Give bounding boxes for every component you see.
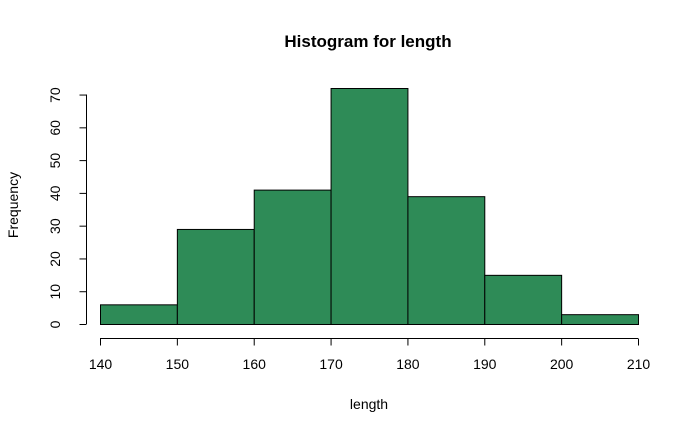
histogram-bar-180-190: [407, 196, 486, 326]
histogram-bar-160-170: [253, 189, 332, 325]
x-tick-label: 160: [243, 356, 267, 372]
x-tick-label: 170: [319, 356, 343, 372]
x-axis-label: length: [350, 396, 388, 412]
x-tick-label: 150: [166, 356, 190, 372]
y-tick-label: 50: [47, 153, 63, 169]
x-tick-label: 210: [627, 356, 651, 372]
x-axis: 140 150 160 170 180 190 200 210: [89, 338, 651, 372]
x-tick-label: 140: [89, 356, 113, 372]
histogram-bar-170-180: [330, 88, 409, 325]
histogram-bar-200-210: [561, 314, 640, 325]
histogram-bar-190-200: [484, 274, 563, 326]
y-axis-label: Frequency: [5, 172, 21, 238]
x-tick-label: 190: [473, 356, 497, 372]
y-tick-label: 0: [47, 320, 63, 328]
histogram-bar-140-150: [100, 304, 178, 326]
y-tick-label: 20: [47, 251, 63, 267]
bars-group: [100, 88, 640, 326]
y-tick-label: 60: [47, 120, 63, 136]
y-axis: 0 10 20 30 40 50 60 70: [47, 87, 87, 328]
y-tick-label: 30: [47, 218, 63, 234]
x-tick-label: 200: [550, 356, 574, 372]
y-tick-label: 70: [47, 87, 63, 103]
x-tick-label: 180: [396, 356, 420, 372]
y-tick-label: 40: [47, 185, 63, 201]
y-tick-label: 10: [47, 284, 63, 300]
chart-title: Histogram for length: [284, 32, 451, 51]
histogram-bar-150-160: [176, 228, 255, 325]
